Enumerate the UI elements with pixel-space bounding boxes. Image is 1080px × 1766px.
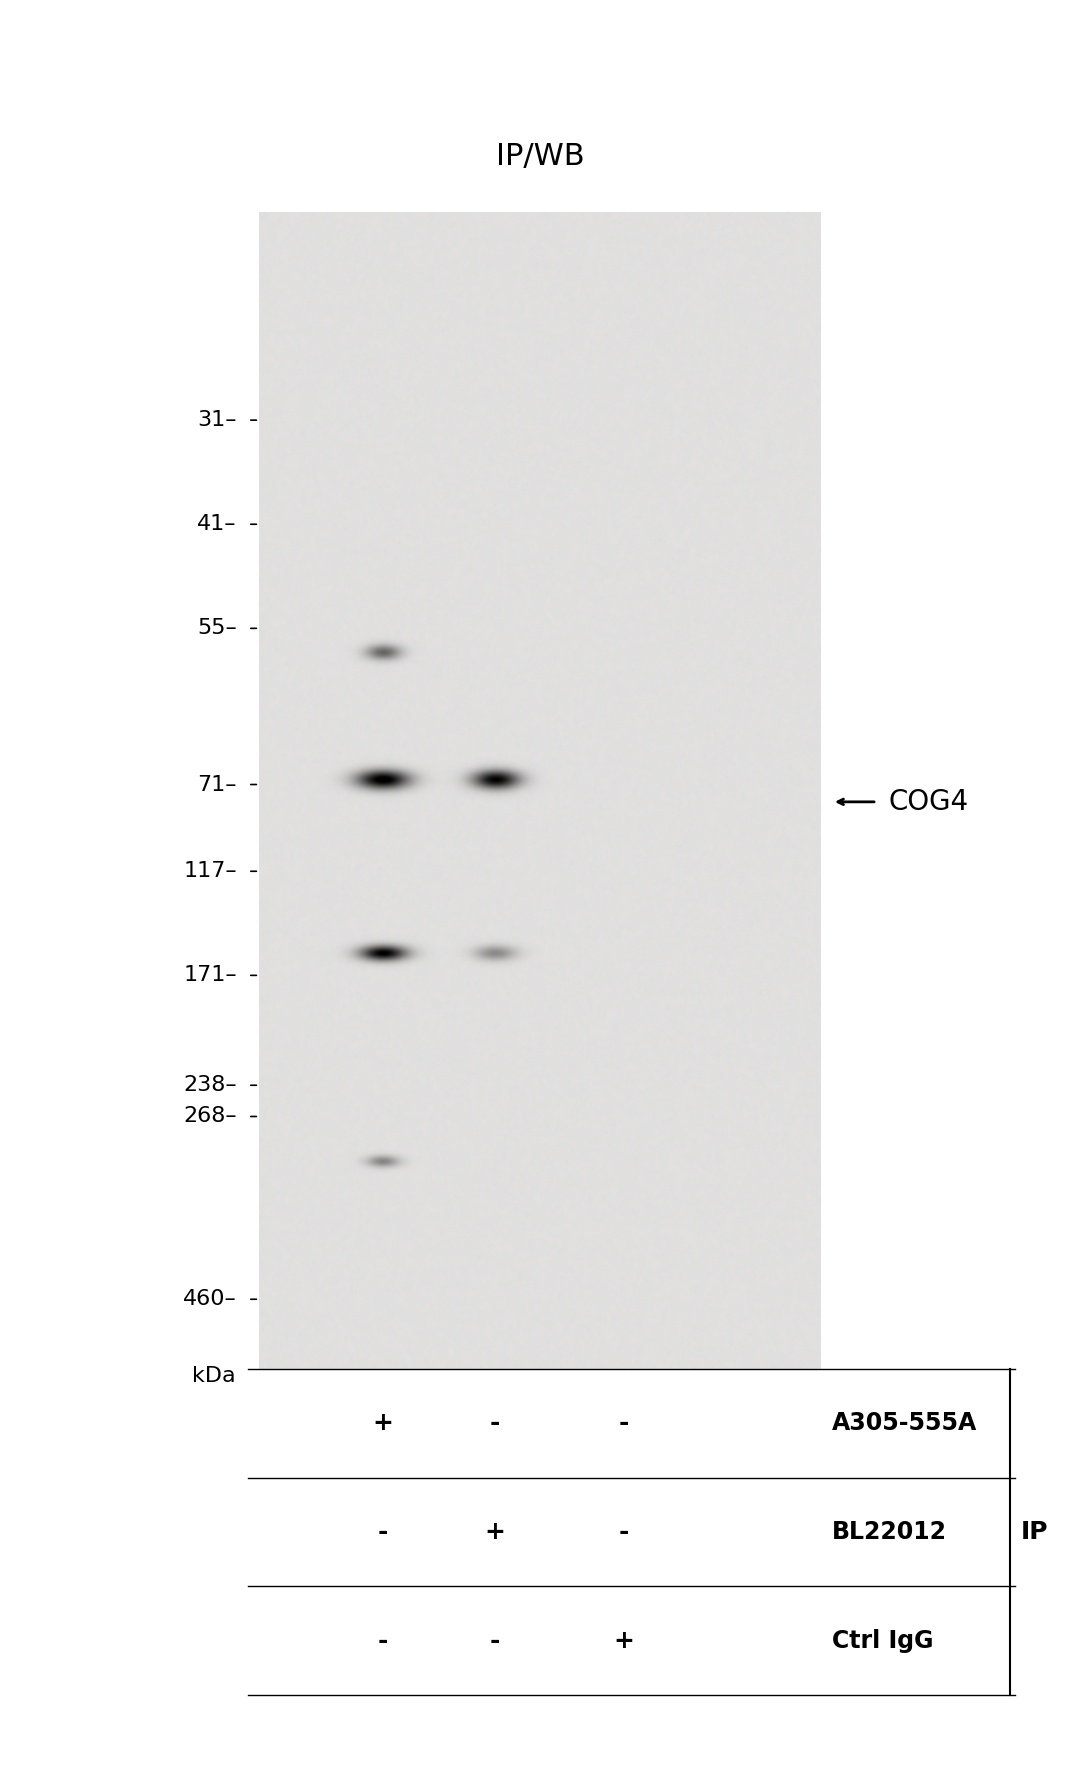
Text: -: - <box>378 1628 388 1653</box>
Text: +: + <box>613 1628 635 1653</box>
Text: +: + <box>485 1521 505 1543</box>
Text: kDa: kDa <box>192 1365 235 1386</box>
Text: IP: IP <box>1021 1521 1048 1543</box>
Text: 268–: 268– <box>184 1107 237 1127</box>
Text: 117–: 117– <box>184 862 237 881</box>
Text: COG4: COG4 <box>888 788 969 816</box>
Text: 31–: 31– <box>198 410 237 431</box>
Text: -: - <box>619 1521 630 1543</box>
Text: 238–: 238– <box>184 1075 237 1095</box>
Text: A305-555A: A305-555A <box>832 1411 976 1436</box>
Text: -: - <box>490 1411 500 1436</box>
Text: BL22012: BL22012 <box>832 1521 946 1543</box>
Text: -: - <box>378 1521 388 1543</box>
Text: 171–: 171– <box>184 966 237 985</box>
Text: 41–: 41– <box>198 514 237 535</box>
Text: 460–: 460– <box>183 1289 237 1309</box>
Text: -: - <box>619 1411 630 1436</box>
Text: 55–: 55– <box>197 618 237 638</box>
Text: IP/WB: IP/WB <box>496 143 584 171</box>
Text: 71–: 71– <box>198 775 237 795</box>
Text: -: - <box>490 1628 500 1653</box>
Text: +: + <box>373 1411 393 1436</box>
Text: Ctrl IgG: Ctrl IgG <box>832 1628 933 1653</box>
